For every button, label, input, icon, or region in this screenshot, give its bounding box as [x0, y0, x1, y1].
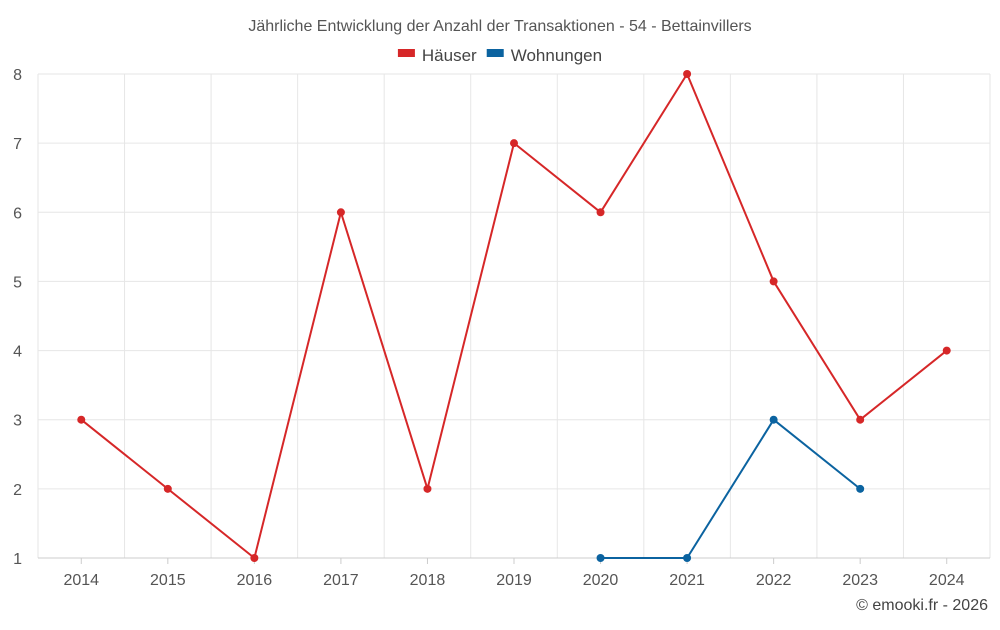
data-point[interactable] [510, 139, 518, 148]
data-point[interactable] [856, 484, 865, 493]
x-tick-label: 2018 [410, 572, 446, 589]
legend: Häuser Wohnungen [397, 46, 602, 65]
data-point[interactable] [683, 70, 692, 78]
data-point[interactable] [942, 346, 951, 355]
footer-credit: © emooki.fr - 2026 [856, 597, 988, 614]
y-tick-label: 2 [13, 482, 22, 499]
series-haeuser [77, 70, 951, 562]
legend-swatch [486, 49, 504, 57]
legend-item[interactable]: Wohnungen [486, 46, 602, 65]
data-point[interactable] [77, 415, 86, 424]
x-tick-label: 2015 [150, 572, 186, 589]
chart-title: Jährliche Entwicklung der Anzahl der Tra… [248, 18, 751, 35]
x-tick-label: 2014 [63, 572, 99, 589]
y-tick-label: 1 [13, 551, 22, 568]
data-point[interactable] [423, 484, 432, 493]
x-tick-label: 2017 [323, 572, 359, 589]
series-layer [77, 70, 951, 562]
x-tick-label: 2024 [929, 572, 965, 589]
x-tick-label: 2020 [583, 572, 619, 589]
data-point[interactable] [596, 208, 605, 217]
data-point[interactable] [596, 554, 605, 562]
series-wohnungen [596, 415, 865, 562]
data-point[interactable] [683, 554, 692, 562]
y-tick-label: 4 [13, 344, 22, 361]
x-tick-label: 2019 [496, 572, 532, 589]
data-point[interactable] [769, 415, 778, 424]
legend-label: Wohnungen [511, 46, 602, 65]
legend-item[interactable]: Häuser [397, 46, 477, 65]
data-point[interactable] [769, 277, 778, 286]
y-tick-label: 6 [13, 205, 22, 222]
data-point[interactable] [856, 415, 865, 424]
data-point[interactable] [163, 484, 172, 493]
data-point[interactable] [336, 208, 345, 217]
y-tick-label: 7 [13, 136, 22, 153]
y-tick-label: 5 [13, 274, 22, 291]
x-tick-label: 2021 [669, 572, 705, 589]
y-tick-label: 3 [13, 413, 22, 430]
x-tick-label: 2022 [756, 572, 792, 589]
data-point[interactable] [250, 554, 259, 562]
x-tick-label: 2016 [237, 572, 273, 589]
legend-swatch [397, 49, 415, 57]
axes: 1 2 3 4 5 6 7 8 2014 2015 2016 2017 2018 2019 2020 2021… [13, 67, 990, 589]
y-tick-label: 8 [13, 67, 22, 84]
series-line [600, 418, 861, 559]
x-tick-label: 2023 [842, 572, 878, 589]
legend-label: Häuser [422, 46, 477, 65]
